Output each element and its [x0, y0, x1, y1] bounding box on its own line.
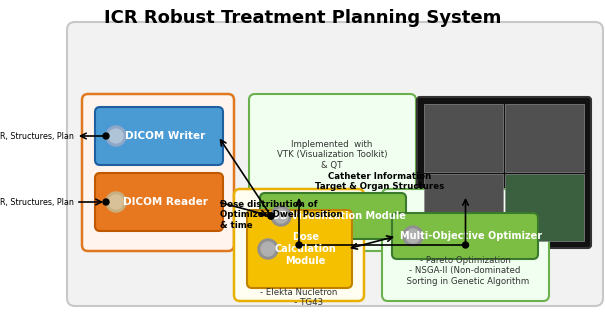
Circle shape	[296, 242, 302, 248]
Circle shape	[261, 242, 275, 256]
Text: DICOM Writer: DICOM Writer	[125, 131, 205, 141]
FancyBboxPatch shape	[234, 189, 364, 301]
FancyBboxPatch shape	[95, 107, 223, 165]
FancyBboxPatch shape	[249, 94, 416, 251]
Text: Implemented  with
VTK (Visualization Toolkit)
& QT: Implemented with VTK (Visualization Tool…	[276, 140, 387, 170]
FancyBboxPatch shape	[247, 210, 352, 288]
Circle shape	[403, 226, 423, 246]
Bar	[424, 173, 503, 241]
Circle shape	[109, 195, 123, 209]
Text: ICR Robust Treatment Planning System: ICR Robust Treatment Planning System	[104, 9, 501, 27]
Bar	[505, 173, 584, 241]
Circle shape	[462, 242, 468, 248]
FancyBboxPatch shape	[260, 193, 406, 239]
Text: Dose
Calculation
Module: Dose Calculation Module	[275, 232, 336, 266]
FancyBboxPatch shape	[67, 22, 603, 306]
Circle shape	[274, 209, 288, 223]
Text: 3D Visualization Module: 3D Visualization Module	[273, 211, 405, 221]
Circle shape	[106, 192, 126, 212]
Text: Catheter Information
Target & Organ Structures: Catheter Information Target & Organ Stru…	[315, 172, 445, 192]
Circle shape	[268, 213, 274, 219]
Text: Multi-Objective Optimizer: Multi-Objective Optimizer	[400, 231, 542, 241]
Bar	[424, 104, 503, 172]
FancyBboxPatch shape	[417, 97, 591, 248]
FancyBboxPatch shape	[392, 213, 538, 259]
Text: Dose distribution of
Optimized Dwell Position
& time: Dose distribution of Optimized Dwell Pos…	[220, 200, 342, 230]
Circle shape	[103, 133, 109, 139]
Circle shape	[406, 229, 420, 243]
FancyBboxPatch shape	[382, 189, 549, 301]
Text: - Elekta Nucletron
       - TG43: - Elekta Nucletron - TG43	[260, 288, 338, 307]
Text: CT/MR, Structures, Plan: CT/MR, Structures, Plan	[0, 131, 74, 141]
Text: CT/MR, Structures, Plan: CT/MR, Structures, Plan	[0, 198, 74, 207]
Circle shape	[103, 199, 109, 205]
Circle shape	[268, 213, 274, 219]
Circle shape	[106, 126, 126, 146]
Bar	[505, 104, 584, 172]
Circle shape	[258, 239, 278, 259]
Circle shape	[271, 206, 291, 226]
Text: DICOM Reader: DICOM Reader	[123, 197, 208, 207]
Text: - Pareto Optimization
- NSGA-II (Non-dominated
  Sorting in Genetic Algorithm: - Pareto Optimization - NSGA-II (Non-dom…	[401, 256, 529, 286]
FancyBboxPatch shape	[95, 173, 223, 231]
Circle shape	[109, 129, 123, 143]
FancyBboxPatch shape	[82, 94, 234, 251]
